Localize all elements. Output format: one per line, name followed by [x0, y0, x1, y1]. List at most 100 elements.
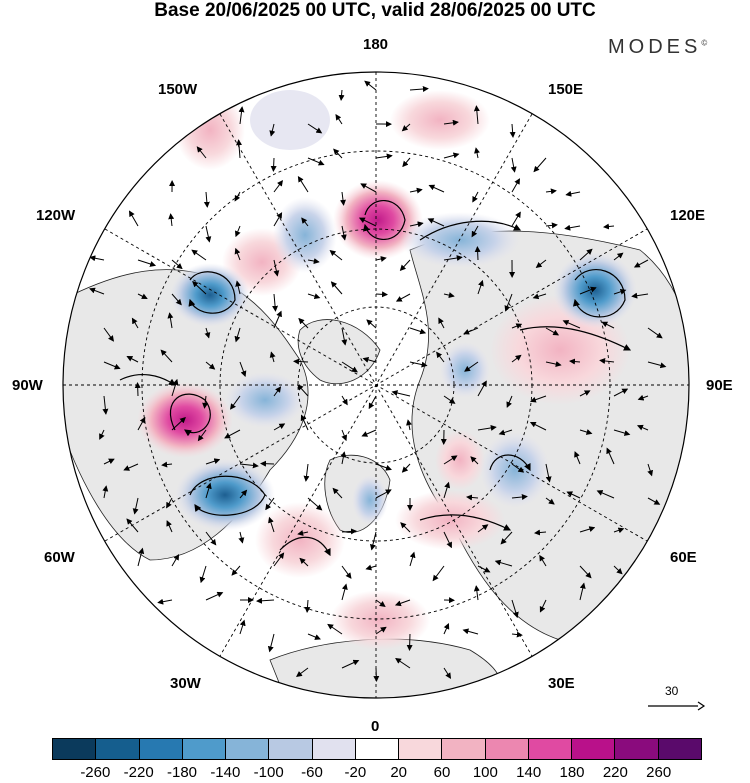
lon-label-120e: 120E [670, 207, 706, 224]
wind-arrow [161, 461, 173, 468]
wind-arrow [409, 85, 429, 92]
wind-arrow [341, 659, 360, 669]
wind-arrow [298, 317, 309, 329]
wind-arrow [341, 583, 348, 601]
colorbar-ticks: -260 -220 -180 -140 -100 -60 -20 20 60 100 140 180 2… [0, 764, 750, 782]
wind-arrow [375, 463, 392, 471]
wind-arrow [606, 447, 615, 465]
wind-arrow [123, 463, 139, 471]
wind-arrow [579, 526, 596, 533]
wind-arrow [102, 485, 109, 499]
lon-label-30w: 30W [170, 675, 201, 692]
wind-arrow [205, 531, 217, 546]
wind-arrow [477, 524, 489, 533]
wind-arrow [391, 390, 411, 397]
wind-arrow [477, 380, 487, 397]
wind-arrow [234, 225, 241, 238]
reference-vector-arrow [648, 701, 706, 711]
wind-arrow [395, 293, 411, 302]
wind-arrow [539, 599, 547, 613]
colorbar-swatch [399, 739, 443, 759]
wind-arrow [231, 565, 241, 576]
wind-arrow [534, 529, 547, 536]
wind-arrow [272, 293, 279, 312]
wind-arrow [443, 292, 455, 299]
wind-arrow [569, 358, 581, 365]
wind-arrow [273, 212, 283, 227]
wind-arrow [473, 105, 480, 125]
lon-label-bottom: 0 [371, 718, 380, 735]
wind-arrow [500, 531, 513, 545]
colorbar-swatch [615, 739, 659, 759]
wind-arrow [535, 259, 547, 269]
wind-arrow [102, 395, 109, 415]
colorbar-tick-label: -180 [166, 764, 198, 781]
wind-arrow [409, 327, 427, 335]
wind-arrow [427, 218, 445, 227]
wind-arrow [235, 139, 242, 159]
wind-arrow [574, 451, 581, 465]
graticule [63, 72, 689, 698]
wind-arrow [565, 190, 581, 197]
wind-arrow [613, 429, 631, 436]
colorbar-tick-label: 180 [559, 764, 585, 781]
colorbar-swatch [182, 739, 227, 759]
wind-arrow [633, 259, 649, 268]
colorbar-tick-label: 260 [646, 764, 672, 781]
wind-arrow [375, 153, 393, 160]
wind-arrow [579, 390, 591, 397]
wind-arrow [238, 106, 245, 125]
wind-arrow [443, 531, 452, 549]
wind-arrow [192, 281, 207, 295]
wind-arrow [132, 497, 139, 515]
colorbar-swatch [96, 739, 140, 759]
wind-arrow [295, 667, 309, 678]
wind-arrow [103, 361, 121, 370]
wind-arrow [329, 249, 343, 261]
wind-arrow [579, 582, 586, 601]
lon-label-60w: 60W [44, 549, 75, 566]
wind-arrow [636, 424, 649, 431]
lon-label-120w: 120W [36, 207, 76, 224]
wind-arrow [436, 351, 445, 363]
wind-arrow [260, 460, 275, 467]
wind-arrow [341, 361, 358, 373]
wind-arrow [443, 455, 458, 465]
wind-arrow [299, 557, 309, 567]
wind-arrow [631, 292, 649, 299]
map-boundary [62, 71, 690, 699]
wind-arrow [566, 491, 581, 499]
wind-arrow [477, 424, 497, 431]
colorbar-swatch [658, 739, 701, 759]
wind-arrow [137, 259, 157, 267]
wind-arrow [406, 419, 412, 431]
wind-arrow [338, 89, 345, 101]
wind-arrow [204, 327, 211, 339]
wind-arrow [601, 321, 615, 329]
wind-arrow [191, 249, 207, 261]
wind-arrow [613, 252, 624, 261]
wind-arrow [239, 489, 248, 499]
wind-arrow [171, 259, 183, 270]
wind-arrow [297, 384, 309, 397]
wind-arrow [599, 357, 615, 364]
wind-arrow [529, 421, 547, 431]
wind-arrow [463, 327, 479, 335]
wind-arrow [335, 113, 343, 125]
wind-arrow [443, 152, 460, 159]
wind-arrow [545, 327, 560, 336]
modes-logo: MODES© [608, 36, 708, 58]
wind-arrow [268, 516, 275, 533]
lon-label-150w: 150W [158, 81, 198, 98]
wind-arrow [498, 429, 513, 436]
wind-arrow [443, 481, 451, 499]
wind-arrow [267, 633, 275, 653]
wind-arrow [545, 497, 555, 505]
colorbar-swatch [269, 739, 313, 759]
colorbar-tick-label: -100 [253, 764, 284, 781]
wind-arrow [443, 667, 452, 679]
wind-arrow [511, 599, 519, 619]
wind-arrow [368, 395, 377, 410]
wind-arrow [506, 395, 513, 408]
wind-arrow [511, 463, 525, 473]
